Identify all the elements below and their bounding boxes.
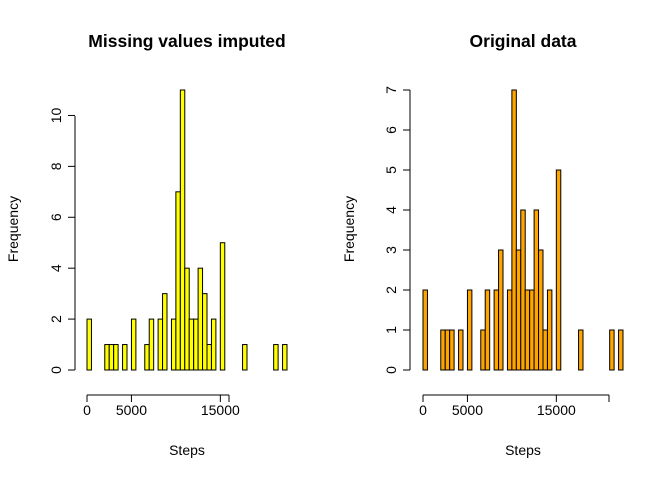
histogram-bar — [618, 329, 624, 371]
histogram-bar — [184, 267, 190, 371]
histogram-bar — [449, 329, 455, 371]
histogram-bar — [520, 209, 526, 371]
histogram-bar — [188, 318, 195, 371]
histogram-bar — [578, 329, 584, 371]
histogram-bar — [144, 344, 150, 371]
histogram-bar — [515, 249, 522, 371]
histogram-bar — [148, 318, 155, 371]
histogram-bar — [86, 318, 92, 371]
histogram-bar — [219, 242, 226, 371]
y-tick-label: 5 — [383, 166, 399, 174]
x-axis-label: Steps — [505, 442, 541, 458]
histogram-bar — [506, 289, 513, 371]
x-tick-label: 15000 — [201, 402, 240, 418]
bars-group — [86, 89, 288, 371]
histogram-bar — [498, 249, 504, 371]
histogram-bar — [440, 329, 446, 371]
histogram-bar — [529, 289, 535, 371]
histogram-bar — [122, 344, 128, 371]
y-tick-label: 6 — [383, 126, 399, 134]
histogram-bar — [282, 344, 288, 371]
histogram-bar — [193, 318, 199, 371]
histogram-bar — [113, 344, 119, 371]
histogram-bar — [202, 293, 208, 371]
histogram-panel-original: Original data Steps Frequency 0 5000 15000… — [341, 31, 624, 458]
histogram-bar — [444, 329, 451, 371]
histogram-bar — [458, 329, 464, 371]
y-tick-label: 0 — [383, 366, 399, 374]
histogram-bar — [533, 209, 540, 371]
y-tick-label: 10 — [48, 107, 64, 123]
y-tick-label: 6 — [48, 213, 64, 221]
y-tick-label: 2 — [48, 315, 64, 323]
histogram-bar — [206, 344, 212, 371]
histogram-bar — [524, 289, 531, 371]
y-tick-label: 7 — [383, 86, 399, 94]
histogram-bar — [493, 289, 500, 371]
x-axis-label: Steps — [169, 442, 205, 458]
chart-title: Original data — [470, 31, 577, 51]
histogram-bar — [609, 329, 615, 371]
histogram-panel-imputed: Missing values imputed Steps Frequency 0… — [5, 31, 288, 458]
x-axis: 0 5000 15000 — [419, 394, 610, 418]
y-tick-label: 4 — [48, 264, 64, 272]
histogram-bar — [555, 169, 562, 371]
x-tick-label: 0 — [83, 402, 91, 418]
y-axis: 0 1 2 3 4 5 6 7 — [383, 86, 411, 374]
histogram-bar — [210, 318, 217, 371]
y-axis-label: Frequency — [5, 196, 21, 262]
x-tick-label: 0 — [419, 402, 427, 418]
x-tick-label: 5000 — [116, 402, 147, 418]
histogram-bar — [242, 344, 248, 371]
histogram-bar — [484, 289, 491, 371]
histogram-bar — [422, 289, 428, 371]
histogram-bar — [546, 289, 553, 371]
y-tick-label: 8 — [48, 162, 64, 170]
histogram-bar — [538, 249, 544, 371]
y-tick-label: 2 — [383, 286, 399, 294]
y-tick-label: 1 — [383, 326, 399, 334]
histogram-bar — [511, 89, 517, 371]
x-axis: 0 5000 15000 — [83, 394, 240, 418]
x-tick-label: 15000 — [537, 402, 576, 418]
histogram-bar — [162, 293, 168, 371]
histogram-bar — [175, 191, 181, 371]
histogram-bar — [197, 267, 204, 371]
histogram-bar — [480, 329, 486, 371]
histogram-bar — [130, 318, 137, 371]
x-tick-label: 5000 — [452, 402, 483, 418]
histogram-bar — [273, 344, 279, 371]
y-tick-label: 4 — [383, 206, 399, 214]
histogram-bar — [108, 344, 115, 371]
histogram-bar — [542, 329, 548, 371]
y-axis: 0 2 4 6 8 10 — [48, 107, 76, 374]
histogram-bar — [104, 344, 110, 371]
y-axis-label: Frequency — [341, 196, 357, 262]
chart-title: Missing values imputed — [88, 31, 285, 51]
y-tick-label: 0 — [48, 366, 64, 374]
histogram-bar — [170, 318, 177, 371]
histogram-bar — [157, 318, 164, 371]
bars-group — [422, 89, 624, 371]
histogram-bar — [466, 289, 473, 371]
y-tick-label: 3 — [383, 246, 399, 254]
histogram-bar — [179, 89, 186, 371]
